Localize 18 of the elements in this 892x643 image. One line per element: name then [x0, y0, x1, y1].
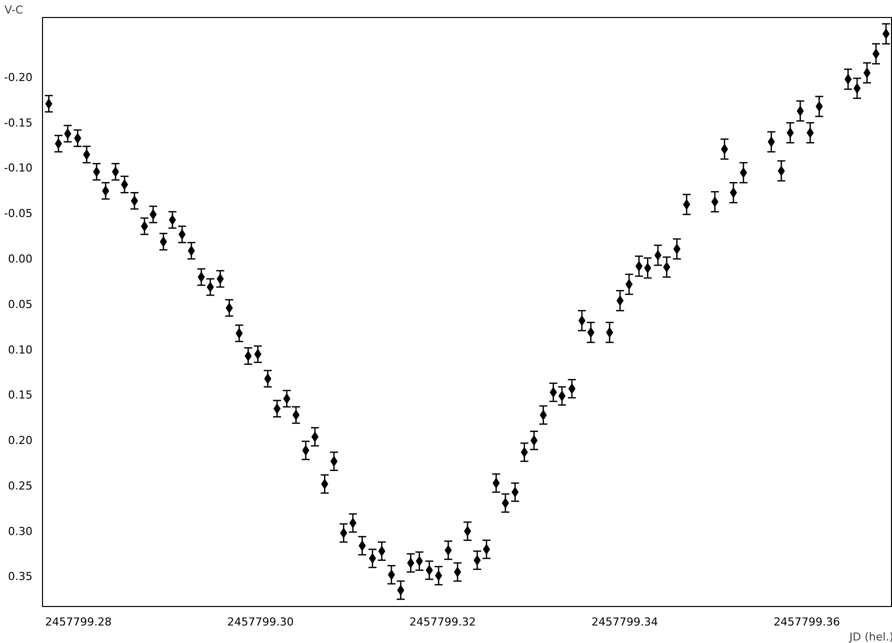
y-tick-label: 0.00: [8, 252, 33, 266]
x-tick-label: 2457799.34: [591, 616, 658, 628]
x-tick-label: 2457799.28: [45, 616, 112, 628]
y-tick-label: 0.10: [8, 343, 33, 356]
y-tick-label: 0.20: [8, 434, 33, 448]
y-tick-label: 0.35: [8, 570, 33, 584]
y-tick-label: 0.05: [8, 298, 33, 311]
y-tick-label: -0.20: [4, 70, 33, 84]
x-tick-label: 2457799.30: [227, 616, 294, 628]
y-axis-title: V-C: [4, 4, 24, 16]
y-tick-label: 0.30: [8, 524, 33, 538]
x-tick-label: 2457799.32: [409, 616, 476, 628]
y-tick-label: -0.10: [4, 162, 33, 175]
y-tick-label: -0.15: [4, 116, 33, 130]
y-tick-label: -0.05: [4, 207, 33, 220]
y-tick-label: 0.25: [8, 479, 33, 492]
y-tick-label: 0.15: [8, 388, 33, 402]
x-tick-label: 2457799.36: [774, 616, 840, 628]
